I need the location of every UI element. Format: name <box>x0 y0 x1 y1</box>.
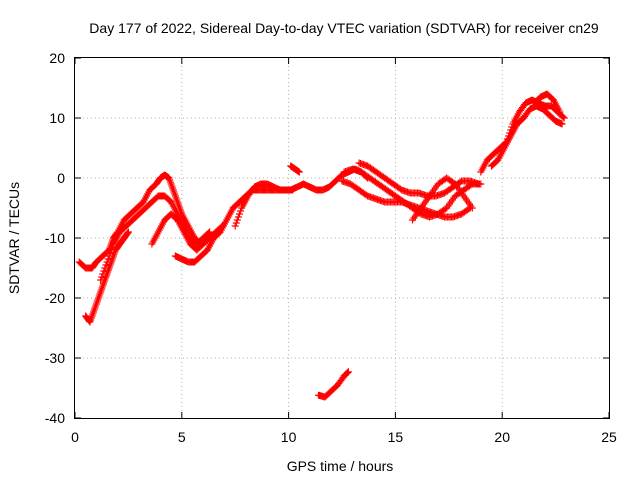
data-point <box>100 267 108 275</box>
data-point <box>558 120 566 128</box>
axis-ticks: 0 5 10 15 20 25 -40 -30 -20 -10 0 10 20 <box>45 50 617 445</box>
series-track-c <box>148 210 226 254</box>
plot-frame <box>74 57 610 419</box>
y-axis-label: SDTVAR / TECUs <box>6 182 22 294</box>
x-tick-label: 5 <box>178 429 186 445</box>
data-point <box>232 219 240 227</box>
data-point <box>231 222 239 230</box>
data-point <box>106 249 114 257</box>
data-point <box>233 216 241 224</box>
series-track-j <box>408 174 476 224</box>
data-point <box>205 229 212 237</box>
x-axis-label: GPS time / hours <box>287 458 394 474</box>
series-track-f <box>231 180 297 230</box>
series-track-a <box>75 171 211 272</box>
data-point <box>124 229 132 237</box>
y-tick-label: -10 <box>45 230 65 246</box>
data-point <box>475 180 483 188</box>
y-tick-label: -20 <box>45 290 65 306</box>
data-point <box>104 255 112 263</box>
series-track-l <box>488 102 566 170</box>
data-point <box>237 207 245 215</box>
chart-title: Day 177 of 2022, Sidereal Day-to-day VTE… <box>89 20 599 36</box>
x-tick-label: 20 <box>494 429 510 445</box>
series-track-n <box>315 368 352 401</box>
data-point <box>344 368 352 376</box>
x-tick-label: 10 <box>281 429 297 445</box>
data-point <box>343 369 351 377</box>
data-point <box>234 213 242 221</box>
data-point <box>206 228 214 236</box>
data-point <box>344 369 352 376</box>
data-point <box>560 114 568 122</box>
series-track-m <box>530 90 564 116</box>
data-point <box>102 261 110 269</box>
data-point <box>235 210 243 218</box>
data-point <box>556 108 564 116</box>
y-tick-label: 10 <box>49 110 65 126</box>
y-tick-label: -40 <box>45 410 65 426</box>
data-point <box>124 228 132 236</box>
y-tick-label: 0 <box>57 170 65 186</box>
series-track-i <box>355 159 483 200</box>
y-tick-label: -30 <box>45 350 65 366</box>
y-tick-label: 20 <box>49 50 65 66</box>
data-point <box>295 168 303 176</box>
data-point <box>559 113 567 121</box>
x-tick-label: 15 <box>388 429 404 445</box>
data-point <box>98 273 106 281</box>
data-point <box>468 204 476 212</box>
series-track-e <box>82 228 132 326</box>
x-tick-label: 0 <box>71 429 79 445</box>
data-point <box>289 186 297 194</box>
x-tick-label: 25 <box>601 429 617 445</box>
data-points <box>75 90 568 401</box>
series-track-o <box>287 162 303 176</box>
